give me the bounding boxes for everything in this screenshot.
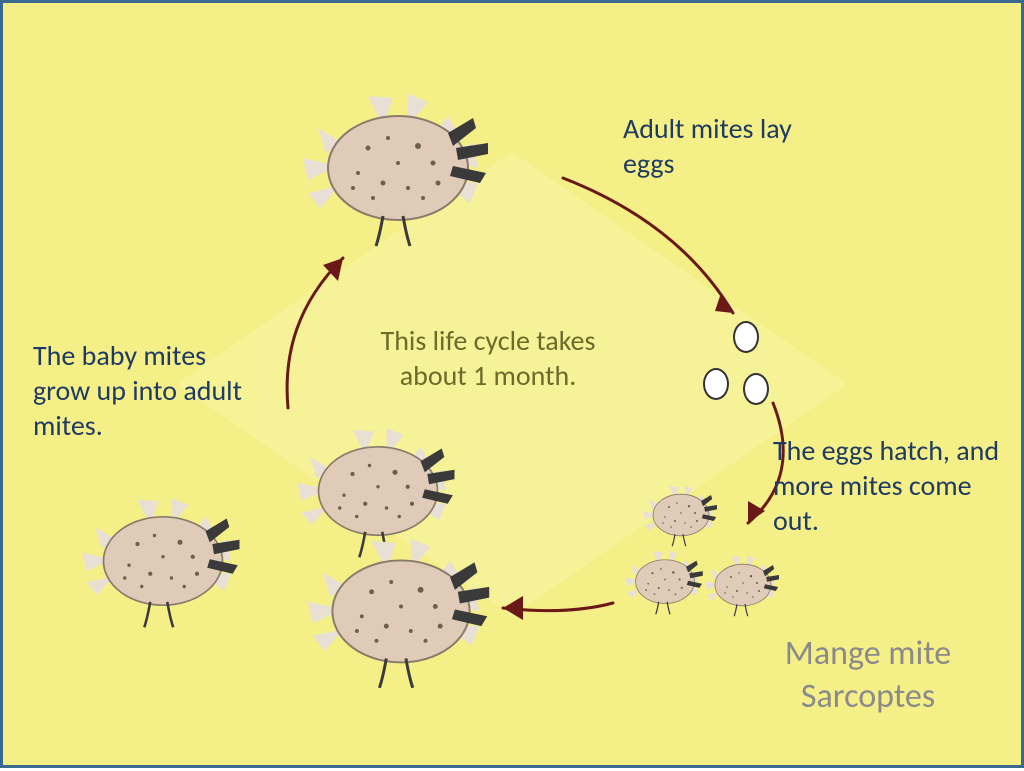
lifecycle-slide: Adult mites lay eggs The eggs hatch, and… [0, 0, 1024, 768]
title-line-2: Sarcoptes [723, 676, 1013, 719]
mite-hatchling-1 [623, 548, 707, 615]
label-baby-grow: The baby mites grow up into adult mites. [33, 338, 253, 443]
mite-adult-top [298, 88, 498, 248]
mite-hatchling-0 [641, 483, 721, 547]
title-mange-mite: Mange mite Sarcoptes [723, 633, 1013, 718]
title-line-1: Mange mite [723, 633, 1013, 676]
mite-hatchling-2 [703, 553, 783, 617]
mite-juvenile-2 [303, 533, 499, 690]
mite-egg-1 [703, 368, 729, 400]
mite-egg-0 [733, 321, 759, 353]
mite-juvenile-1 [78, 493, 248, 629]
mite-egg-2 [743, 373, 769, 405]
label-adult-lays-eggs: Adult mites lay eggs [623, 111, 843, 181]
label-eggs-hatch: The eggs hatch, and more mites come out. [773, 433, 1003, 538]
label-center-duration: This life cycle takes about 1 month. [373, 323, 603, 393]
